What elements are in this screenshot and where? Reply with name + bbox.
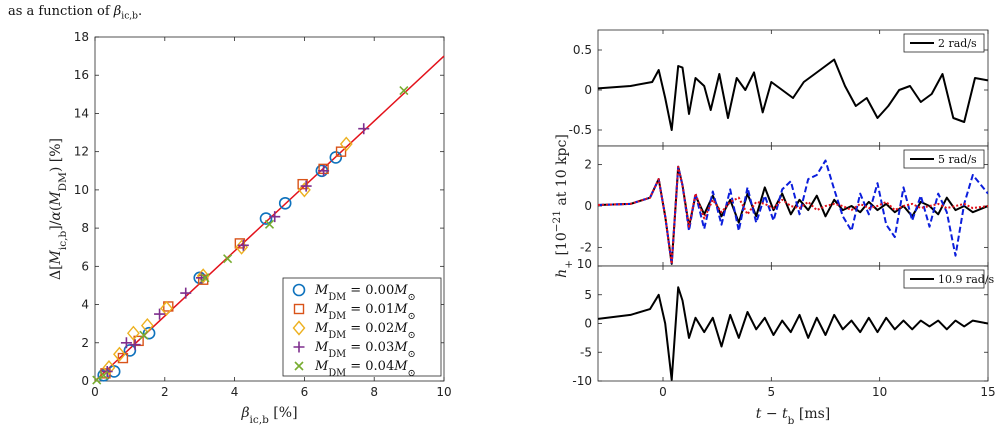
panel-frame (597, 265, 989, 382)
data-point (163, 301, 174, 312)
data-point (278, 196, 292, 210)
scatter-series-4 (92, 85, 409, 385)
legend-box (282, 277, 442, 377)
fit-line (94, 55, 445, 382)
waveform-series-0 (598, 165, 988, 265)
data-point (297, 182, 311, 198)
x-axis-label: βic,b [%] (240, 405, 297, 426)
y-tick-label: -2 (580, 240, 592, 254)
data-point (99, 370, 109, 380)
caption: as a function of βic,b. (8, 4, 143, 22)
data-point (129, 339, 141, 351)
y-tick-label: 2 (584, 158, 592, 172)
data-point (102, 360, 116, 376)
y-tick-label: 0 (584, 83, 592, 97)
waveform-series-0 (598, 286, 988, 381)
x-tick-label: 5 (768, 385, 776, 399)
y-tick-label: 0 (81, 374, 89, 388)
data-point (269, 211, 281, 223)
y-axis-label: h+ [10−21 at 10 kpc] (551, 134, 575, 278)
data-point (160, 300, 173, 316)
y-tick-label: 2 (81, 336, 89, 350)
panel-frame (597, 29, 989, 147)
y-tick-label: -0.5 (569, 123, 592, 137)
y-tick-label: 5 (584, 288, 592, 302)
data-point (142, 326, 156, 340)
data-point (120, 337, 132, 349)
data-point (329, 151, 343, 164)
y-tick-label: 0 (584, 199, 592, 213)
panel-legend-box (903, 269, 985, 289)
legend-label: MDM = 0.02M⊙ (314, 321, 416, 341)
legend-marker (294, 361, 304, 371)
data-point (126, 325, 140, 341)
legend-label: MDM = 0.01M⊙ (314, 302, 416, 322)
x-tick-label: 10 (872, 385, 887, 399)
waveform-series-0 (598, 58, 988, 131)
data-point (264, 219, 275, 229)
y-tick-label: -5 (580, 345, 592, 359)
x-axis-label: t − tb [ms] (756, 406, 831, 427)
y-tick-label: 16 (74, 68, 89, 82)
data-point (237, 239, 249, 251)
data-point (399, 85, 409, 96)
data-point (223, 254, 233, 264)
data-point (200, 273, 210, 283)
data-point (318, 165, 330, 177)
panel-legend-box (903, 149, 985, 169)
waveform-series-1 (598, 159, 988, 265)
y-tick-label: 4 (81, 298, 89, 312)
x-tick-label: 0 (91, 385, 99, 399)
waveform-panel-2: 10 5 0 -5 -10 10.9 rad/s (572, 257, 994, 388)
panel-frame (597, 145, 989, 267)
y-tick-label: 12 (74, 145, 89, 159)
waveform-panel-0: 0.5 0 -0.5 2 rad/s (569, 29, 989, 147)
x-tick-label: 4 (231, 385, 239, 399)
legend-marker (292, 283, 306, 297)
y-tick-label: -10 (572, 374, 592, 388)
y-tick-label: 8 (81, 221, 89, 235)
x-tick-label: 6 (301, 385, 309, 399)
data-point (113, 346, 126, 362)
x-tick-label: 10 (436, 385, 451, 399)
data-point (297, 178, 308, 190)
panel-legend-label: 2 rad/s (938, 37, 977, 50)
data-point (139, 330, 149, 340)
legend-marker (293, 303, 305, 315)
left-scatter-chart: 0 2 4 6 8 10 0 2 4 6 8 10 12 14 16 18 βic,b [%] Δ[Mic,b]/… (48, 30, 452, 426)
x-tick-label: 2 (161, 385, 169, 399)
legend-marker (293, 341, 305, 353)
data-point (154, 308, 166, 320)
data-point (259, 212, 273, 225)
legend-label: MDM = 0.00M⊙ (314, 283, 416, 303)
y-tick-label: 10 (577, 257, 592, 271)
x-tick-label: 0 (659, 385, 667, 399)
data-point (180, 287, 192, 299)
y-tick-label: 0.5 (573, 43, 592, 57)
data-point (117, 352, 129, 364)
y-tick-label: 6 (81, 259, 89, 273)
x-tick-label: 15 (980, 385, 995, 399)
y-tick-label: 10 (74, 183, 89, 197)
data-point (92, 375, 102, 385)
panel-legend-label: 5 rad/s (938, 153, 977, 166)
x-tick-label: 8 (370, 385, 378, 399)
data-point (196, 268, 210, 284)
panel-legend-box (903, 33, 985, 53)
y-axis-label: Δ[Mic,b]/α(MDM) [%] (48, 138, 69, 280)
data-point (358, 123, 370, 135)
y-tick-label: 14 (74, 106, 89, 120)
data-point (339, 136, 353, 152)
data-point (300, 180, 312, 192)
y-tick-label: 0 (584, 317, 592, 331)
waveform-panel-1: 2 0 -2 5 rad/s (580, 145, 989, 267)
y-tick-label: 18 (74, 30, 89, 44)
legend-marker (292, 320, 306, 336)
waveform-series-2 (598, 165, 988, 265)
legend-label: MDM = 0.03M⊙ (314, 340, 416, 360)
panel-legend-label: 10.9 rad/s (938, 273, 995, 286)
data-point (335, 146, 347, 157)
legend-label: MDM = 0.04M⊙ (314, 359, 416, 379)
